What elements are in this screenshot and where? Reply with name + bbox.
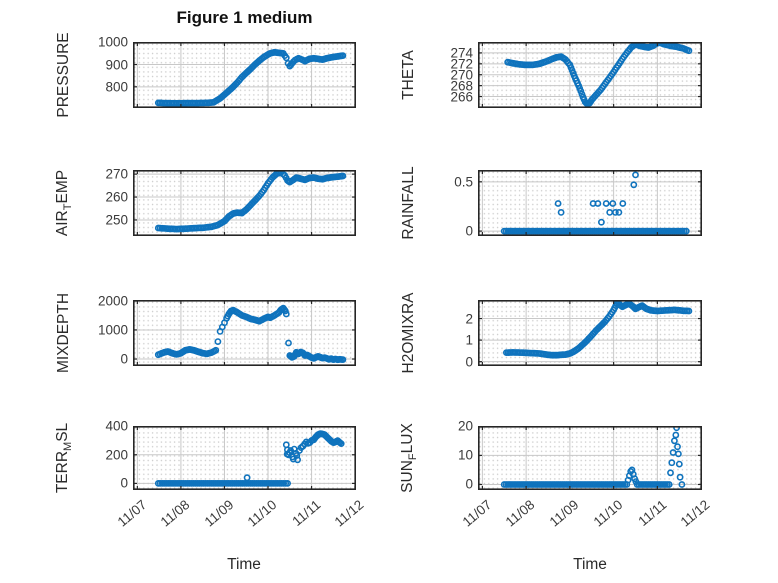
y-tick-label-mixdepth: 2000 [97,293,128,309]
x-tick-label: 11/10 [590,497,626,530]
x-tick-label: 11/10 [244,497,280,530]
y-tick-label-theta: 268 [450,78,473,94]
plot-area-terr-msl [133,426,356,490]
plot-area-pressure [133,42,356,108]
y-tick-label-rainfall: 0.5 [454,174,473,190]
x-tick-label: 11/07 [459,497,495,530]
data-series-mixdepth [154,304,347,364]
plot-area-sun-flux [478,426,702,490]
y-tick-label-h2omixra: 2 [465,311,473,327]
y-axis-label-pressure: PRESSURE [55,32,72,118]
subplot-air-temp [133,170,356,236]
x-tick-label: 11/09 [546,497,582,530]
subplot-theta [478,42,702,108]
x-tick-label: 11/08 [157,497,193,530]
subplot-h2omixra [478,300,702,366]
subplot-mixdepth [133,300,356,366]
y-tick-label-theta: 266 [450,89,473,105]
plot-area-rainfall [478,170,702,236]
y-axis-label-mixdepth: MIXDEPTH [55,292,72,374]
x-tick-label: 11/12 [678,497,713,530]
y-axis-label-theta: THETA [400,50,417,100]
x-tick-label: 11/12 [332,497,367,530]
y-tick-label-pressure: 900 [105,57,128,73]
y-axis-label-h2omixra: H2OMIXRA [400,292,417,374]
y-tick-label-sun-flux: 20 [457,418,473,434]
data-series-h2omixra [502,300,693,359]
subplot-rainfall [478,170,702,236]
x-tick-label: 11/08 [503,497,538,530]
y-axis-label-rainfall: RAINFALL [400,166,417,240]
plot-area-mixdepth [133,300,356,366]
y-axis-label-air-temp: AIRTEMP [53,169,75,237]
x-axis-title-left: Time [227,556,261,573]
y-axis-label-sun-flux: SUNFLUX [398,423,420,493]
y-tick-label-pressure: 1000 [97,34,128,50]
y-tick-label-sun-flux: 10 [457,447,473,463]
data-series-terr-msl [154,430,345,487]
plot-area-h2omixra [478,300,702,366]
y-tick-label-terr-msl: 200 [105,447,128,463]
x-tick-label: 11/11 [289,497,324,529]
y-tick-label-terr-msl: 400 [105,418,128,434]
y-tick-label-theta: 272 [450,56,473,72]
y-tick-label-h2omixra: 1 [465,332,473,348]
y-tick-label-mixdepth: 1000 [97,322,128,338]
data-series-rainfall [500,171,690,235]
plot-area-air-temp [133,170,356,236]
y-tick-label-air-temp: 270 [105,166,128,182]
y-tick-label-terr-msl: 0 [120,475,128,491]
y-tick-label-air-temp: 260 [105,189,128,205]
subplot-pressure [133,42,356,108]
subplot-terr-msl [133,426,356,490]
y-tick-label-air-temp: 250 [105,212,128,228]
data-series-theta [504,42,693,108]
figure-title: Figure 1 medium [176,8,313,27]
y-tick-label-h2omixra: 0 [465,354,473,370]
y-tick-label-theta: 270 [450,67,473,83]
x-tick-label: 11/11 [635,497,670,529]
plot-area-theta [478,42,702,108]
y-axis-label-terr-msl: TERRMSL [53,422,75,494]
x-tick-label: 11/07 [114,497,150,530]
data-series-air-temp [154,170,347,233]
subplot-sun-flux [478,426,702,490]
y-tick-label-mixdepth: 0 [120,351,128,367]
x-axis-title-right: Time [573,556,607,573]
y-tick-label-theta: 274 [450,45,473,61]
data-series-sun-flux [500,426,686,488]
data-series-pressure [154,48,347,107]
y-tick-label-pressure: 800 [105,79,128,95]
y-tick-label-rainfall: 0 [465,223,473,239]
x-tick-label: 11/09 [201,497,237,530]
y-tick-label-sun-flux: 0 [465,476,473,492]
